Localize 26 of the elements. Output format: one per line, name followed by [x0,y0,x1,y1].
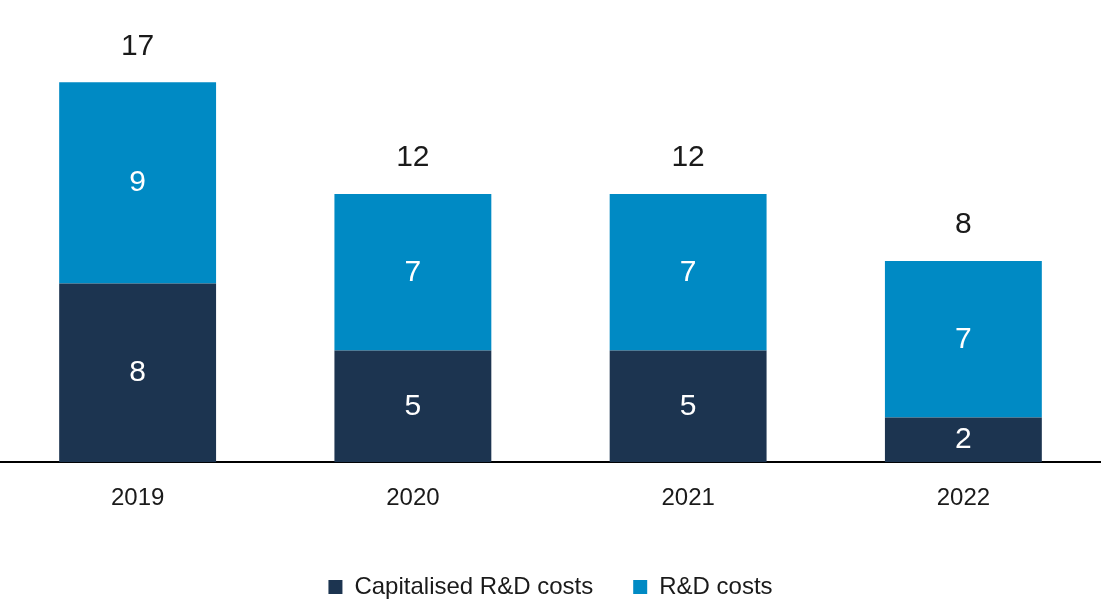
x-tick-label: 2020 [386,483,440,511]
x-tick-label: 2021 [661,483,715,511]
legend-label: R&D costs [659,571,773,599]
bar [609,194,767,351]
x-tick-label: 2022 [936,483,991,511]
bar [884,417,1042,463]
total-label: 12 [396,139,430,173]
data-label: 7 [679,253,697,287]
x-tick-label: 2019 [110,483,165,511]
bar [334,350,492,463]
legend-label: Capitalised R&D costs [354,571,594,599]
bar [334,194,492,351]
bar [609,350,767,463]
data-label: 5 [404,387,422,421]
total-label: 8 [955,206,972,240]
total-label: 17 [120,27,155,61]
total-label: 12 [671,139,705,173]
data-label: 7 [955,320,972,354]
bar [59,82,217,284]
data-label: 2 [955,421,972,455]
data-label: 5 [679,387,697,421]
bar [59,283,217,463]
bar [884,261,1042,418]
data-label: 8 [129,354,146,388]
data-label: 7 [404,253,422,287]
data-label: 9 [129,164,146,198]
